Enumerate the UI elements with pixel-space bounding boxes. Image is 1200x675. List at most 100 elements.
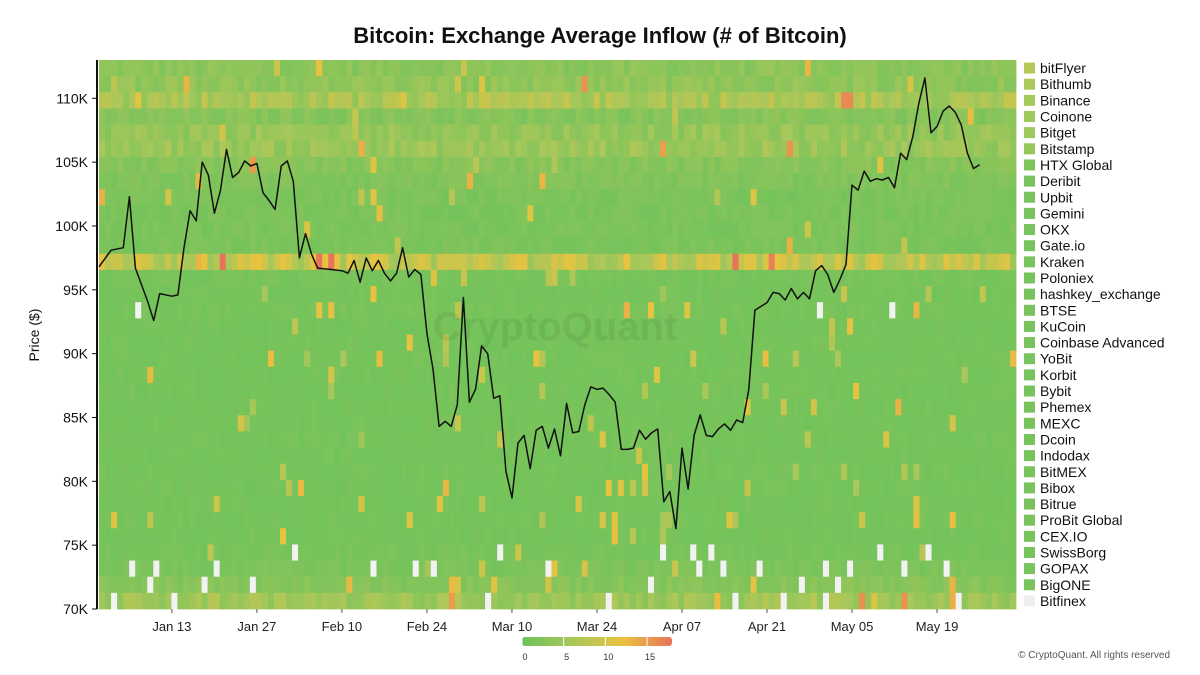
heatmap-cell	[647, 269, 655, 287]
heatmap-cell	[267, 399, 275, 416]
heatmap-cell	[883, 253, 890, 271]
heatmap-cell	[141, 528, 148, 545]
heatmap-cell	[828, 124, 836, 142]
heatmap-cell	[219, 124, 227, 142]
heatmap-cell	[629, 76, 637, 93]
heatmap-cell	[141, 205, 148, 222]
heatmap-cell	[237, 60, 245, 77]
heatmap-cell	[605, 156, 613, 174]
heatmap-cell	[334, 463, 341, 481]
heatmap-cell	[370, 382, 377, 400]
heatmap-cell	[774, 479, 782, 497]
heatmap-cell	[479, 237, 486, 255]
heatmap-cell	[442, 269, 450, 287]
heatmap-cell	[479, 318, 486, 335]
heatmap-cell	[436, 205, 444, 222]
heatmap-cell	[352, 124, 359, 142]
heatmap-cell	[931, 495, 938, 513]
heatmap-cell	[961, 512, 969, 529]
heatmap-cell	[949, 463, 957, 481]
heatmap-cell	[292, 302, 299, 319]
heatmap-cell	[412, 124, 420, 142]
heatmap-cell	[436, 366, 444, 384]
heatmap-cell	[672, 205, 679, 222]
heatmap-cell	[1003, 92, 1011, 109]
heatmap-cell	[605, 463, 613, 481]
heatmap-cell	[871, 221, 878, 239]
heatmap-cell	[527, 350, 534, 368]
heatmap-cell	[141, 302, 148, 319]
heatmap-cell	[491, 399, 498, 416]
heatmap-cell	[165, 286, 172, 303]
heatmap-cell	[358, 512, 365, 529]
heatmap-cell	[792, 431, 800, 448]
heatmap-cell	[424, 173, 432, 190]
heatmap-cell	[497, 318, 504, 335]
heatmap-cell	[732, 463, 739, 481]
heatmap-cell	[943, 560, 951, 578]
heatmap-cell	[430, 205, 438, 222]
heatmap-cell	[346, 415, 353, 432]
heatmap-cell	[985, 237, 993, 255]
heatmap-cell	[448, 237, 456, 255]
heatmap-cell	[485, 576, 492, 594]
heatmap-cell	[352, 156, 359, 174]
heatmap-cell	[310, 269, 317, 287]
heatmap-cell	[225, 302, 233, 319]
heatmap-cell	[243, 560, 251, 578]
heatmap-cell	[117, 286, 124, 303]
heatmap-cell	[515, 382, 522, 400]
heatmap-cell	[171, 302, 178, 319]
heatmap-cell	[641, 512, 649, 529]
heatmap-cell	[400, 431, 408, 448]
heatmap-cell	[298, 447, 305, 465]
heatmap-cell	[828, 140, 836, 158]
heatmap-cell	[503, 140, 510, 158]
heatmap-cell	[647, 382, 655, 400]
heatmap-cell	[913, 76, 920, 93]
heatmap-cell	[436, 334, 444, 352]
heatmap-cell	[237, 205, 245, 222]
heatmap-cell	[521, 189, 528, 206]
heatmap-cell	[786, 495, 794, 513]
heatmap-cell	[641, 495, 649, 513]
heatmap-cell	[159, 366, 166, 384]
heatmap-cell	[304, 221, 311, 239]
heatmap-cell	[346, 366, 353, 384]
heatmap-cell	[521, 205, 528, 222]
heatmap-cell	[105, 286, 112, 303]
heatmap-cell	[503, 302, 510, 319]
heatmap-cell	[382, 495, 389, 513]
heatmap-cell	[804, 60, 812, 77]
heatmap-cell	[654, 382, 661, 400]
heatmap-cell	[629, 463, 637, 481]
heatmap-cell	[279, 60, 287, 77]
heatmap-cell	[322, 76, 329, 93]
heatmap-cell	[406, 512, 414, 529]
heatmap-cell	[213, 399, 221, 416]
heatmap-cell	[316, 253, 323, 271]
heatmap-cell	[756, 302, 764, 319]
heatmap-cell	[279, 366, 287, 384]
heatmap-cell	[756, 366, 764, 384]
heatmap-cell	[304, 286, 311, 303]
heatmap-cell	[853, 431, 860, 448]
heatmap-cell	[255, 60, 263, 77]
heatmap-cell	[835, 124, 842, 142]
heatmap-cell	[672, 447, 679, 465]
heatmap-cell	[690, 350, 697, 368]
heatmap-cell	[376, 431, 383, 448]
heatmap-cell	[569, 431, 576, 448]
heatmap-cell	[213, 221, 221, 239]
heatmap-cell	[937, 173, 944, 190]
heatmap-cell	[521, 447, 528, 465]
heatmap-cell	[859, 463, 866, 481]
heatmap-cell	[207, 528, 215, 545]
heatmap-cell	[828, 366, 836, 384]
heatmap-cell	[334, 140, 341, 158]
heatmap-cell	[111, 173, 118, 190]
heatmap-cell	[768, 544, 776, 561]
heatmap-cell	[871, 350, 878, 368]
heatmap-cell	[635, 544, 643, 561]
heatmap-cell	[117, 92, 124, 109]
